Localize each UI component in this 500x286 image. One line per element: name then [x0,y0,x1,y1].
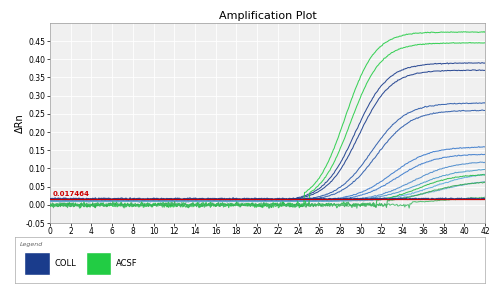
Y-axis label: ΔRn: ΔRn [14,113,24,133]
Text: ACSF: ACSF [116,259,138,267]
FancyBboxPatch shape [86,252,112,275]
FancyBboxPatch shape [24,252,50,275]
Text: 0.017464: 0.017464 [53,191,90,197]
X-axis label: Cycle: Cycle [254,239,281,249]
Text: Legend: Legend [20,242,43,247]
Title: Amplification Plot: Amplification Plot [218,11,316,21]
Text: COLL: COLL [55,259,76,267]
